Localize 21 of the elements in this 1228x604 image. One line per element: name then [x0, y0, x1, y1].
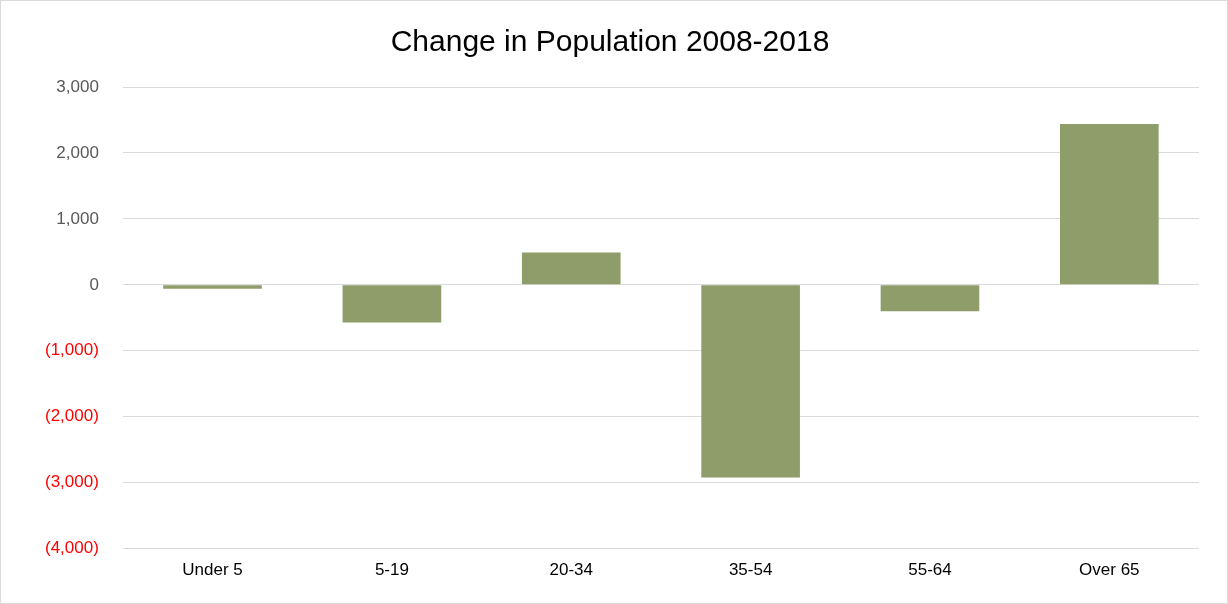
- y-tick-label: 3,000: [56, 76, 99, 96]
- y-tick-label: (4,000): [44, 538, 99, 558]
- y-tick-label: (3,000): [44, 472, 99, 492]
- bar: [163, 285, 262, 289]
- bar: [342, 285, 442, 323]
- y-tick-label: 2,000: [56, 142, 99, 162]
- bar: [701, 285, 800, 478]
- bar: [521, 252, 621, 285]
- chart-title: Change in Population 2008-2018: [390, 24, 830, 58]
- y-tick-label: 1,000: [56, 208, 99, 228]
- x-tick-label: 55-64: [908, 560, 952, 580]
- x-tick-label: 35-54: [728, 560, 773, 580]
- y-tick-label: (2,000): [44, 406, 99, 426]
- x-tick-label: Under 5: [182, 560, 243, 580]
- x-tick-label: 5-19: [374, 560, 409, 580]
- x-tick-label: 20-34: [549, 560, 593, 580]
- y-tick-label: (1,000): [44, 340, 99, 360]
- x-tick-label: Over 65: [1079, 560, 1140, 580]
- y-tick-label: 0: [89, 274, 99, 294]
- bar: [880, 285, 980, 312]
- bar: [1060, 123, 1159, 285]
